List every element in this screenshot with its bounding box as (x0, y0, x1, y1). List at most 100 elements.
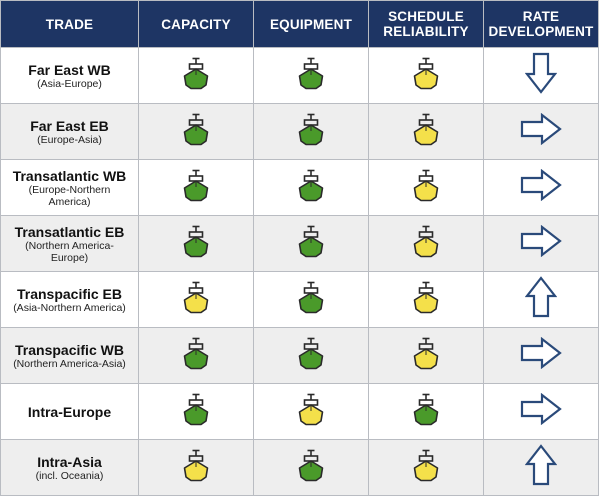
green-ship-icon (296, 168, 326, 202)
green-ship-icon (296, 336, 326, 370)
green-ship-icon (181, 112, 211, 146)
trade-cell: Far East WB (Asia-Europe) (0, 47, 139, 104)
trade-subtitle: (Europe-Asia) (37, 133, 102, 146)
table-row: Transatlantic WB (Europe-Northern America… (0, 159, 599, 216)
rate-cell (483, 103, 599, 160)
trade-name: Intra-Europe (27, 403, 112, 420)
yellow-ship-icon (411, 112, 441, 146)
equipment-cell (253, 159, 369, 216)
header-capacity: CAPACITY (138, 0, 254, 48)
equipment-cell (253, 327, 369, 384)
green-ship-icon (181, 392, 211, 426)
header-row: TRADE CAPACITY EQUIPMENT SCHEDULE RELIAB… (0, 0, 599, 48)
trade-cell: Transatlantic WB (Europe-Northern America… (0, 159, 139, 216)
trade-name: Far East EB (30, 117, 109, 134)
yellow-ship-icon (296, 392, 326, 426)
equipment-cell (253, 271, 369, 328)
yellow-ship-icon (411, 448, 441, 482)
capacity-cell (138, 215, 254, 272)
yellow-ship-icon (411, 56, 441, 90)
yellow-ship-icon (411, 336, 441, 370)
green-ship-icon (296, 56, 326, 90)
yellow-ship-icon (411, 224, 441, 258)
trade-subtitle: (Northern America-Asia) (13, 357, 126, 370)
capacity-cell (138, 383, 254, 440)
capacity-cell (138, 103, 254, 160)
capacity-cell (138, 327, 254, 384)
header-schedule-reliability: SCHEDULE RELIABILITY (368, 0, 484, 48)
green-ship-icon (181, 224, 211, 258)
equipment-cell (253, 47, 369, 104)
equipment-cell (253, 439, 369, 496)
table-row: Transpacific EB (Asia-Northern America) (0, 271, 599, 328)
arrow-right-icon (520, 169, 562, 201)
trade-name: Transpacific WB (15, 341, 124, 358)
trade-subtitle: (Northern America-Europe) (25, 239, 114, 264)
rate-cell (483, 47, 599, 104)
rate-cell (483, 439, 599, 496)
green-ship-icon (296, 448, 326, 482)
schedule-cell (368, 383, 484, 440)
trade-subtitle: (incl. Oceania) (35, 469, 104, 482)
table-row: Transatlantic EB (Northern America-Europe… (0, 215, 599, 272)
green-ship-icon (181, 56, 211, 90)
rate-cell (483, 159, 599, 216)
rate-cell (483, 215, 599, 272)
trade-cell: Transpacific WB (Northern America-Asia) (0, 327, 139, 384)
yellow-ship-icon (181, 280, 211, 314)
trade-cell: Intra-Europe (0, 383, 139, 440)
capacity-cell (138, 159, 254, 216)
header-rate-development: RATE DEVELOPMENT (483, 0, 599, 48)
table-row: Intra-Europe (0, 383, 599, 440)
trade-subtitle: (Europe-Northern America) (28, 183, 111, 208)
schedule-cell (368, 327, 484, 384)
capacity-cell (138, 47, 254, 104)
rate-cell (483, 271, 599, 328)
arrow-right-icon (520, 225, 562, 257)
green-ship-icon (181, 336, 211, 370)
green-ship-icon (296, 224, 326, 258)
trade-cell: Intra-Asia (incl. Oceania) (0, 439, 139, 496)
header-rate-label-line1: RATE (522, 9, 560, 24)
capacity-cell (138, 439, 254, 496)
schedule-cell (368, 439, 484, 496)
green-ship-icon (296, 112, 326, 146)
arrow-up-icon (525, 276, 557, 318)
green-ship-icon (296, 280, 326, 314)
table-body: Far East WB (Asia-Europe) Far East EB (Euro… (0, 47, 599, 496)
schedule-cell (368, 215, 484, 272)
equipment-cell (253, 215, 369, 272)
trade-name: Far East WB (28, 61, 111, 78)
arrow-right-icon (520, 337, 562, 369)
trade-subtitle: (Asia-Europe) (37, 77, 102, 90)
header-capacity-label: CAPACITY (161, 16, 231, 32)
header-schedule-label-line1: SCHEDULE (388, 9, 464, 24)
green-ship-icon (411, 392, 441, 426)
table-row: Intra-Asia (incl. Oceania) (0, 439, 599, 496)
header-equipment: EQUIPMENT (253, 0, 369, 48)
table-row: Far East WB (Asia-Europe) (0, 47, 599, 104)
table-row: Transpacific WB (Northern America-Asia) (0, 327, 599, 384)
trade-cell: Transatlantic EB (Northern America-Europe… (0, 215, 139, 272)
table-row: Far East EB (Europe-Asia) (0, 103, 599, 160)
schedule-cell (368, 47, 484, 104)
capacity-cell (138, 271, 254, 328)
trade-name: Transpacific EB (16, 285, 123, 302)
header-equipment-label: EQUIPMENT (269, 16, 353, 32)
green-ship-icon (181, 168, 211, 202)
header-schedule-label-line2: RELIABILITY (383, 24, 469, 39)
yellow-ship-icon (181, 448, 211, 482)
schedule-cell (368, 271, 484, 328)
rate-cell (483, 327, 599, 384)
arrow-up-icon (525, 444, 557, 486)
trade-name: Transatlantic EB (14, 223, 125, 240)
trade-name: Intra-Asia (37, 453, 102, 470)
header-trade: TRADE (0, 0, 139, 48)
equipment-cell (253, 383, 369, 440)
schedule-cell (368, 159, 484, 216)
arrow-right-icon (520, 113, 562, 145)
rate-cell (483, 383, 599, 440)
trade-name: Transatlantic WB (12, 167, 127, 184)
schedule-cell (368, 103, 484, 160)
